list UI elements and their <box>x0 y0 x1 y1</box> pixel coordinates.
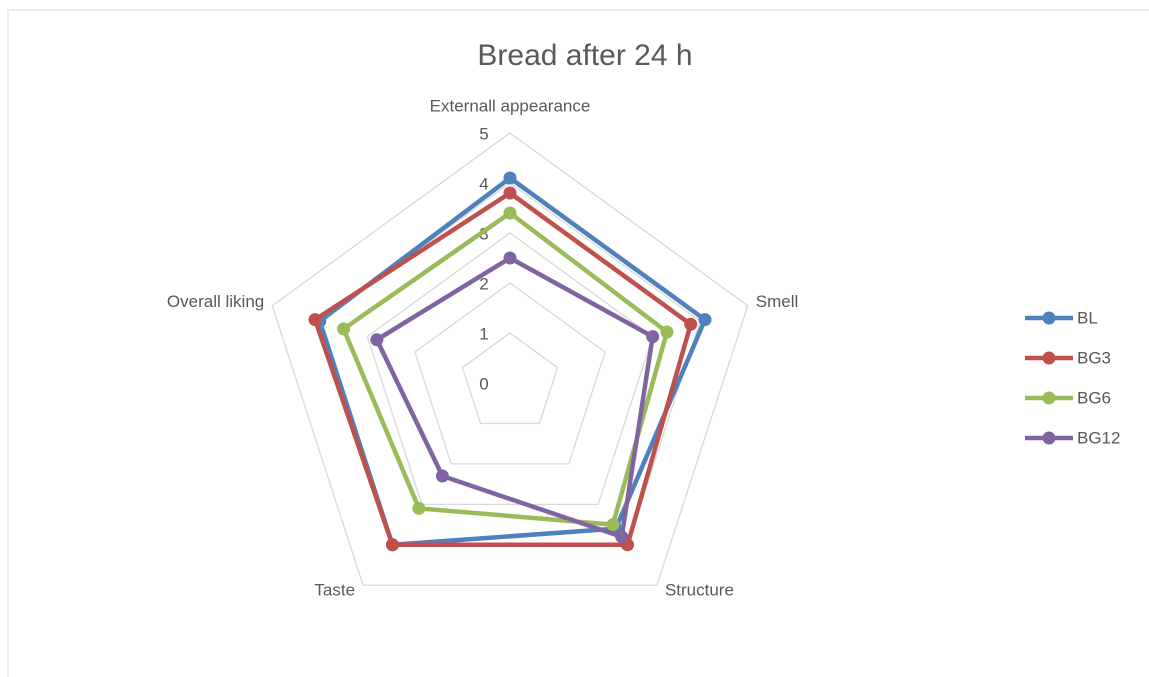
data-point <box>503 171 517 185</box>
grid-line <box>461 332 559 425</box>
data-point <box>684 317 698 331</box>
data-point <box>646 330 660 344</box>
data-point <box>385 538 399 552</box>
category-label: Taste <box>314 581 355 600</box>
data-point <box>337 322 351 336</box>
legend-label: BG3 <box>1077 348 1111 367</box>
series-line <box>341 210 670 527</box>
data-point <box>503 251 517 265</box>
data-point <box>308 313 322 327</box>
r-tick-label: 0 <box>479 374 488 393</box>
category-label: Externall appearance <box>430 96 591 115</box>
grid-line <box>366 232 654 506</box>
legend-marker <box>1042 351 1056 365</box>
data-point <box>660 325 674 339</box>
r-tick-label: 4 <box>479 174 488 193</box>
grid-line <box>271 132 749 586</box>
chart-title: Bread after 24 h <box>477 39 692 72</box>
legend-label: BG12 <box>1077 428 1120 447</box>
grid-line <box>414 282 606 465</box>
category-label: Structure <box>665 581 734 600</box>
category-label: Overall liking <box>167 292 264 311</box>
legend-marker <box>1042 391 1056 405</box>
data-point <box>615 530 629 544</box>
data-point <box>503 186 517 200</box>
data-point <box>503 206 517 220</box>
data-point <box>370 333 384 347</box>
legend-marker <box>1042 431 1056 445</box>
data-point <box>606 518 620 532</box>
r-tick-label: 2 <box>479 274 488 293</box>
r-tick-label: 5 <box>479 124 488 143</box>
category-label: Smell <box>756 292 799 311</box>
data-point <box>435 469 449 483</box>
series-line <box>312 190 693 548</box>
r-tick-label: 3 <box>479 224 488 243</box>
legend-label: BG6 <box>1077 388 1111 407</box>
series-line <box>374 255 655 539</box>
legend-label: BL <box>1077 308 1098 327</box>
r-tick-label: 1 <box>479 324 488 343</box>
chart-frame <box>7 9 1149 677</box>
legend-marker <box>1042 311 1056 325</box>
data-point <box>698 313 712 327</box>
data-point <box>412 501 426 515</box>
